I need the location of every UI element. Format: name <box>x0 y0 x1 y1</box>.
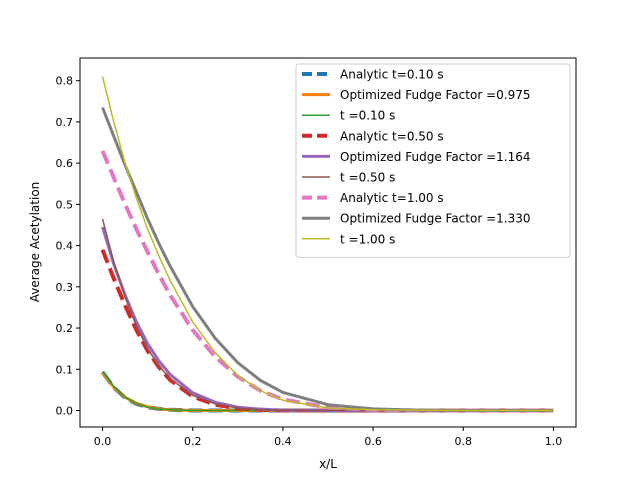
legend-label: t =1.00 s <box>340 232 395 246</box>
y-tick-label: 0.6 <box>56 157 74 170</box>
x-tick-label: 0.6 <box>364 435 382 448</box>
y-axis-label: Average Acetylation <box>28 182 42 303</box>
series-line-4 <box>100 248 554 413</box>
plot-frame <box>79 57 577 428</box>
y-tick-label: 0.4 <box>56 240 74 253</box>
y-tick-label: 0.5 <box>56 198 74 211</box>
y-tick-label: 0.3 <box>56 281 74 294</box>
y-tick-label: 0.0 <box>56 405 74 418</box>
x-tick-label: 0.0 <box>94 435 112 448</box>
legend-label: Optimized Fudge Factor =1.330 <box>340 212 530 226</box>
x-tick-label: 0.4 <box>274 435 292 448</box>
legend-label: Optimized Fudge Factor =0.975 <box>340 88 530 102</box>
x-axis-label: x/L <box>319 457 337 471</box>
legend-box <box>295 63 571 258</box>
x-tick-label: 1.0 <box>545 435 563 448</box>
legend-label: Analytic t=1.00 s <box>340 191 444 205</box>
legend: Analytic t=0.10 s Optimized Fudge Factor … <box>295 63 571 258</box>
y-tick-label: 0.8 <box>56 75 74 88</box>
legend-label: Analytic t=0.50 s <box>340 129 444 143</box>
series-lines-layer <box>100 76 554 413</box>
x-tick-label: 0.8 <box>455 435 473 448</box>
axes-layer: 0.0 0.2 0.4 0.6 0.8 1.0 0.0 0.1 0.2 0.3 0.4 0.5 0.6 0… <box>56 57 577 448</box>
series-line-9 <box>101 76 554 412</box>
x-tick-label: 0.2 <box>184 435 202 448</box>
legend-label: Analytic t=0.10 s <box>340 68 444 82</box>
legend-label: Optimized Fudge Factor =1.164 <box>340 150 530 164</box>
legend-label: t =0.50 s <box>340 171 395 185</box>
y-tick-label: 0.7 <box>56 116 74 129</box>
y-tick-label: 0.2 <box>56 322 74 335</box>
legend-label: t =0.10 s <box>340 109 395 123</box>
y-tick-label: 0.1 <box>56 363 74 376</box>
